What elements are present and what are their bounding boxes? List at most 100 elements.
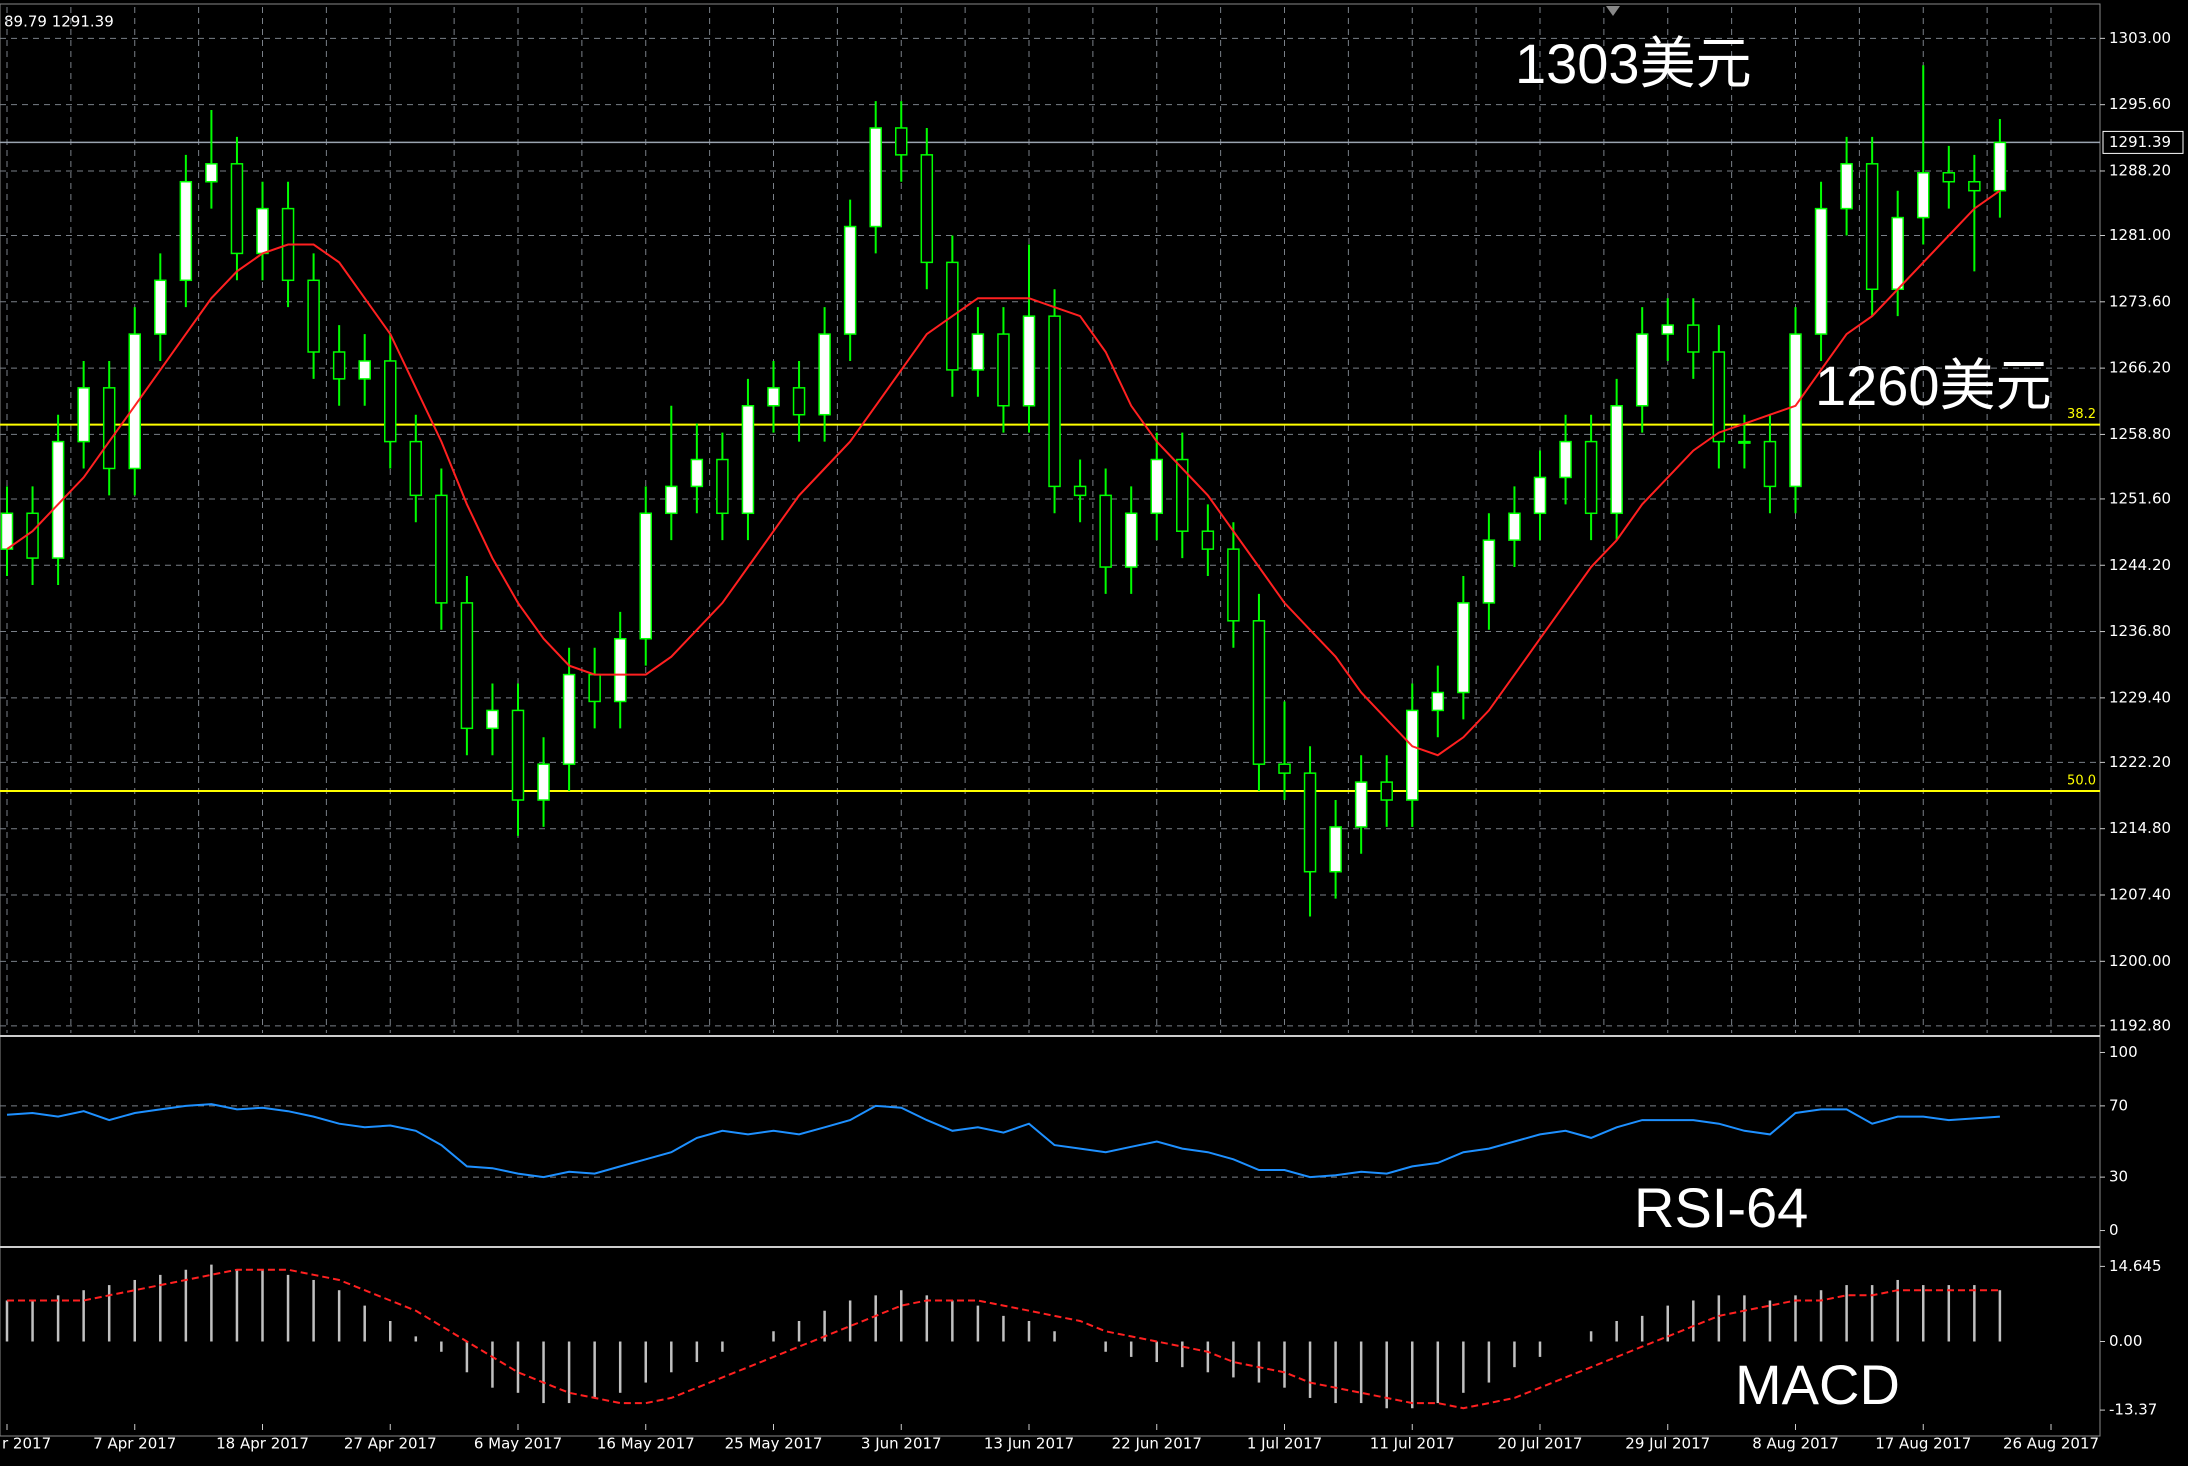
candle-body	[1354, 781, 1368, 828]
x-tick-label: 26 Aug 2017	[2003, 1435, 2099, 1453]
y-tick-label: 1192.80	[2109, 1016, 2171, 1034]
candle-body	[1993, 141, 2007, 192]
candle-body	[792, 387, 806, 416]
candle-body	[588, 673, 601, 703]
candle-body	[230, 163, 244, 255]
candle-body	[0, 512, 14, 550]
y-tick-label: 30	[2109, 1168, 2128, 1186]
candle-body	[562, 673, 576, 765]
y-tick-label: 1222.20	[2109, 753, 2171, 771]
x-tick-label: 29 Jul 2017	[1625, 1435, 1710, 1453]
candle-body	[1789, 333, 1802, 488]
candle-body	[1584, 440, 1598, 515]
candle-body	[1278, 763, 1291, 774]
candle-body	[767, 387, 780, 407]
candle-body	[1917, 172, 1930, 219]
candle-body	[1968, 180, 1981, 192]
candle-body	[1814, 207, 1828, 335]
shift-marker	[1606, 6, 1620, 16]
fib-level-label: 38.2	[2067, 407, 2096, 422]
x-tick-label: 18 Apr 2017	[216, 1435, 309, 1453]
candle-body	[77, 387, 90, 443]
x-tick-label: 13 Jun 2017	[984, 1435, 1074, 1453]
candle-body	[409, 440, 423, 497]
y-tick-label: 1207.40	[2109, 886, 2171, 904]
y-tick-label: 1214.80	[2109, 819, 2171, 837]
annotation: 1260美元	[1815, 354, 2052, 417]
candle-body	[102, 387, 116, 470]
candle-body	[818, 333, 831, 416]
candle-body	[1124, 512, 1138, 568]
y-tick-label: 1200.00	[2109, 952, 2171, 970]
candle-body	[1329, 826, 1342, 873]
candle-body	[1457, 602, 1470, 694]
x-tick-label: 27 Apr 2017	[344, 1435, 437, 1453]
candle-body	[741, 405, 755, 515]
candle-body	[435, 494, 448, 604]
candle-body	[384, 360, 397, 443]
y-tick-label: 1288.20	[2109, 161, 2171, 179]
candle-body	[1891, 216, 1904, 291]
candle-body	[1201, 530, 1215, 550]
y-tick-label: 1251.60	[2109, 489, 2171, 507]
y-tick-label: 1229.40	[2109, 688, 2171, 706]
current-price-label: 1291.39	[2109, 133, 2171, 151]
candle-body	[1099, 494, 1112, 568]
y-tick-label: 70	[2109, 1096, 2128, 1114]
y-tick-label: 100	[2109, 1043, 2138, 1061]
candle-body	[1712, 351, 1726, 443]
candle-body	[920, 154, 934, 264]
candle-body	[154, 279, 167, 335]
header: 89.79 1291.39	[4, 13, 114, 31]
x-tick-label: 20 Jul 2017	[1498, 1435, 1583, 1453]
current-price-box	[2102, 130, 2184, 154]
y-tick-label: 1303.00	[2109, 29, 2171, 47]
candle-body	[460, 602, 474, 730]
candle-body	[1380, 781, 1393, 801]
candle-body	[1176, 458, 1189, 532]
x-tick-label: 25 May 2017	[725, 1435, 823, 1453]
signal-line	[7, 1268, 2000, 1410]
annotation: RSI-64	[1634, 1176, 1808, 1239]
candle-body	[1303, 772, 1317, 873]
candle-body	[1508, 512, 1521, 541]
x-tick-label: 22 Jun 2017	[1112, 1435, 1202, 1453]
candle-body	[1738, 440, 1751, 444]
x-tick-label: r 2017	[2, 1435, 51, 1453]
x-tick-label: 8 Aug 2017	[1752, 1435, 1839, 1453]
candle-body	[895, 127, 908, 156]
candle-body	[205, 163, 218, 183]
x-tick-label: 11 Jul 2017	[1370, 1435, 1455, 1453]
annotation: MACD	[1735, 1353, 1900, 1416]
candle-body	[486, 709, 499, 730]
annotation: 1303美元	[1515, 32, 1752, 95]
y-tick-label: 0.00	[2109, 1332, 2142, 1350]
candle-body	[256, 207, 269, 255]
candle-body	[1865, 163, 1879, 291]
y-tick-label: 1244.20	[2109, 556, 2171, 574]
candle-body	[843, 225, 857, 335]
candle-body	[179, 180, 193, 282]
x-tick-label: 6 May 2017	[474, 1435, 562, 1453]
candle-body	[1048, 315, 1061, 488]
candle-body	[537, 763, 550, 801]
candle-body	[1073, 485, 1087, 497]
frame	[0, 3, 2101, 1437]
y-tick-label: 1295.60	[2109, 95, 2171, 113]
candle-body	[128, 333, 141, 470]
candle-body	[26, 512, 39, 559]
y-tick-label: 0	[2109, 1221, 2119, 1239]
candle-body	[1635, 333, 1649, 407]
candle-body	[1406, 709, 1419, 801]
candle-body	[1687, 324, 1700, 353]
x-tick-label: 1 Jul 2017	[1247, 1435, 1322, 1453]
y-tick-label: -13.37	[2109, 1401, 2157, 1419]
candle-body	[1942, 172, 1956, 183]
indicator-line	[6, 1103, 2000, 1179]
y-tick-label: 1281.00	[2109, 226, 2171, 244]
candle-body	[1533, 476, 1547, 515]
candle-body	[1227, 548, 1240, 622]
candle-body	[1610, 405, 1623, 515]
y-tick-label: 1258.80	[2109, 425, 2171, 443]
